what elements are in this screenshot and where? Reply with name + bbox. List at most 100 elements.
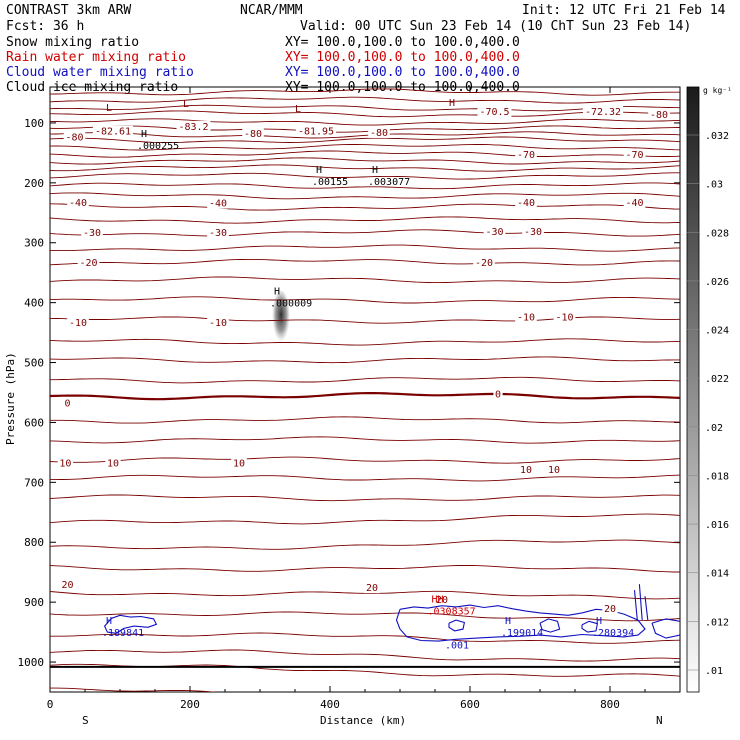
- colorbar-label: .01: [705, 666, 723, 677]
- y-tick-label: 400: [24, 297, 44, 310]
- isotherm-line: [50, 182, 680, 190]
- y-axis-label: Pressure (hPa): [4, 352, 17, 445]
- isotherm-line: [50, 144, 680, 151]
- isotherm-line: [50, 125, 680, 133]
- legend-xy-1: XY= 100.0,100.0 to 100.0,400.0: [285, 50, 520, 65]
- snow-shading: [272, 290, 290, 345]
- isotherm-label-bg: [434, 594, 450, 606]
- isotherm-line: [50, 392, 680, 401]
- extremum-marker: H: [106, 616, 112, 627]
- colorbar-label: .026: [705, 277, 729, 288]
- colorbar-ticks: .032 .03 .028 .026 .024 .022 .02 .018 .016 .014 .0…: [687, 131, 729, 677]
- init-time: Init: 12 UTC Fri 21 Feb 14: [522, 3, 726, 18]
- x-tick-label: 600: [460, 698, 480, 711]
- isotherm-label: -80: [244, 129, 262, 140]
- isotherm-label-bg: [364, 582, 380, 594]
- temperature-contours: [50, 88, 680, 692]
- isotherm-label-bg: [92, 125, 134, 137]
- isotherm-label-bg: [493, 388, 503, 400]
- extremum-value: .00155: [312, 177, 348, 188]
- y-tick-label: 200: [24, 177, 44, 190]
- isotherm-label-bg: [242, 128, 264, 140]
- legend-xy-2: XY= 100.0,100.0 to 100.0,400.0: [285, 65, 520, 80]
- isotherm-line: [50, 649, 680, 662]
- cloud-water-contour: [651, 618, 680, 639]
- isotherm-line: [50, 564, 680, 573]
- colorbar-label: .022: [705, 374, 729, 385]
- isotherm-line: [50, 276, 680, 284]
- isotherm-label: 10: [233, 459, 245, 470]
- south-label: S: [82, 714, 89, 727]
- center-title: NCAR/MMM: [240, 3, 303, 18]
- cloud-water-contour: [539, 618, 561, 633]
- isotherm-line: [50, 316, 680, 324]
- x-tick-label: 400: [320, 698, 340, 711]
- isotherm-line: [50, 136, 680, 143]
- cloud-water-contour: [448, 619, 466, 632]
- isotherm-line: [50, 416, 680, 424]
- isotherm-label-bg: [546, 464, 562, 476]
- isotherm-label-bg: [59, 579, 76, 591]
- isotherm-line: [50, 203, 680, 211]
- colorbar: [686, 86, 700, 693]
- contour-labels: -82.61 -83.2 -81.95 -70.5 -72.32 -80 -80 -80 -80…: [57, 98, 670, 651]
- isotherm-line: [50, 338, 680, 346]
- colorbar-label: .018: [705, 471, 729, 482]
- extremum-marker: L: [183, 99, 189, 110]
- isotherm-label: -10: [209, 318, 227, 329]
- isotherm-label: -80: [650, 110, 668, 121]
- isotherm-label: -70: [625, 150, 643, 161]
- isotherm-label-bg: [207, 316, 229, 328]
- isotherm-label-bg: [477, 105, 512, 117]
- extremum-value: .0308357: [428, 606, 476, 617]
- y-tick-label: 100: [24, 117, 44, 130]
- isotherm-label-bg: [207, 197, 229, 209]
- isotherm-label: -81.95: [298, 127, 334, 138]
- isotherm-label: -30: [209, 228, 227, 239]
- isotherm-label-bg: [62, 397, 73, 409]
- isotherm-label-bg: [522, 225, 544, 237]
- legend-field-1: Rain water mixing ratio: [6, 50, 186, 65]
- isotherm-line: [50, 296, 680, 304]
- plot-frame: [49, 86, 681, 693]
- isotherm-label-bg: [518, 464, 534, 476]
- isotherm-line: [50, 494, 680, 502]
- cloud-water-spike: [633, 590, 638, 621]
- extremum-marker: L: [106, 103, 112, 114]
- isotherm-line: [50, 376, 680, 384]
- cloud-water-spike: [644, 596, 649, 621]
- isotherm-line: [50, 258, 680, 266]
- model-title: CONTRAST 3km ARW: [6, 3, 131, 18]
- isotherm-line: [50, 157, 680, 165]
- isotherm-label-bg: [582, 105, 624, 117]
- extremum-marker: L: [295, 104, 301, 115]
- isotherm-line: [50, 356, 680, 364]
- isotherm-label: -30: [83, 228, 101, 239]
- isotherm-label-bg: [483, 225, 506, 237]
- extremum-marker: H: [372, 165, 378, 176]
- colorbar-label: .024: [705, 326, 729, 337]
- isotherm-line: [50, 88, 680, 96]
- isotherm-line: [50, 590, 680, 600]
- isotherm-label: 20: [366, 583, 378, 594]
- colorbar-label: .028: [705, 228, 729, 239]
- isotherm-line: [50, 632, 680, 644]
- isotherm-label-bg: [553, 311, 576, 323]
- isotherm-line: [50, 611, 680, 622]
- isotherm-label: -10: [517, 312, 535, 323]
- isotherm-label: 10: [548, 465, 560, 476]
- isotherm-line: [50, 216, 680, 224]
- isotherm-label: 20: [436, 595, 448, 606]
- isotherm-line: [50, 172, 680, 180]
- isotherm-label-bg: [67, 197, 89, 209]
- isotherm-label: -80: [65, 133, 83, 144]
- extremum-marker: H: [505, 616, 511, 627]
- isotherm-label-bg: [77, 256, 100, 268]
- isotherm-label-bg: [57, 457, 74, 469]
- y-tick-label: 600: [24, 416, 44, 429]
- extremum-value: .000009: [270, 298, 312, 309]
- isotherm-label: -20: [79, 258, 97, 269]
- forecast-hour: Fcst: 36 h: [6, 19, 84, 34]
- isotherm-label: 10: [520, 465, 532, 476]
- isotherm-label-bg: [515, 311, 537, 323]
